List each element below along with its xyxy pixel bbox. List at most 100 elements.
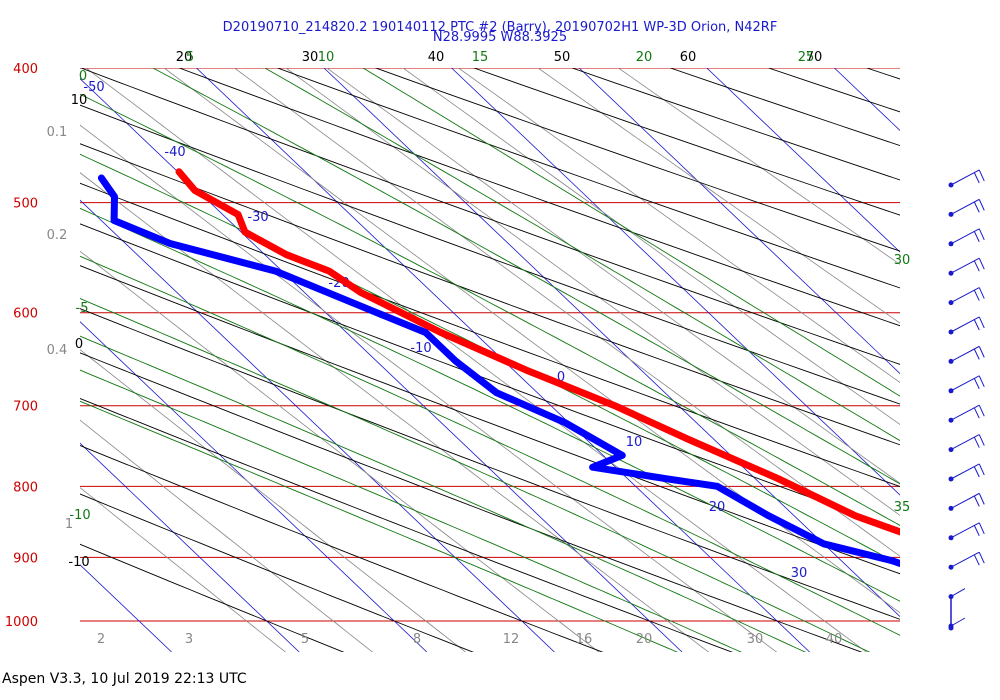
wind-barb-staff	[950, 492, 980, 509]
wind-barb-staff	[950, 617, 966, 627]
wind-barb-staff	[950, 404, 980, 421]
temperature-profile-line-top-point	[175, 168, 182, 175]
chart-subtitle: N28.9995 W88.3925	[433, 30, 567, 45]
wind-barb-flag	[978, 316, 985, 329]
mixing-ratio-line	[80, 250, 600, 652]
wind-barb	[948, 463, 985, 482]
dry-adiabat-line	[374, 68, 900, 252]
mixing-ratio-line	[80, 419, 374, 652]
wind-barb	[948, 345, 985, 364]
isotherm-line	[80, 78, 683, 652]
isotherm-label: -30	[247, 210, 268, 225]
wind-barb-flag	[973, 436, 980, 448]
mixing-ratio-side-label: 0.1	[47, 125, 68, 140]
wind-barb-staff	[950, 287, 980, 304]
moist-adiabat-label: 15	[472, 50, 489, 65]
wind-barb-flag	[978, 493, 985, 505]
wind-barb	[948, 492, 985, 511]
dry-adiabat-line	[80, 352, 863, 652]
wind-barb-staff	[950, 345, 980, 362]
dry-adiabat-side-label: -10	[68, 555, 89, 570]
dry-adiabat-line	[767, 68, 900, 113]
wind-barb-staff	[950, 434, 980, 451]
mixing-ratio-line	[457, 68, 900, 383]
mixing-ratio-line	[617, 68, 900, 265]
dry-adiabat-line	[80, 543, 345, 652]
wind-barb-staff	[950, 169, 980, 186]
wind-barb	[948, 287, 985, 306]
mixing-ratio-side-label: 1	[65, 517, 73, 532]
wind-barb	[948, 198, 985, 217]
dry-adiabat-label: 30	[302, 50, 319, 65]
mixing-ratio-label: 40	[826, 632, 843, 647]
dewpoint-profile-line-top-point	[98, 175, 105, 182]
chart-title: D20190710_214820.2 190140112 PTC #2 (Bar…	[223, 20, 778, 35]
moist-adiabat-side-label: -5	[76, 301, 89, 316]
mixing-ratio-line	[85, 68, 868, 652]
moist-adiabat-side-label: 35	[894, 500, 911, 515]
wind-barb-flag	[978, 434, 985, 446]
mixing-ratio-line	[233, 68, 900, 557]
moist-adiabat-line	[80, 335, 807, 652]
wind-barb-flag	[973, 348, 980, 360]
mixing-ratio-side-label: 0.4	[47, 343, 68, 358]
wind-barb-flag	[978, 199, 985, 211]
wind-barb-flag	[973, 231, 980, 242]
wind-barb-staff	[950, 257, 980, 274]
moist-adiabat-side-label: -10	[69, 508, 90, 523]
moist-adiabat-line	[80, 207, 900, 602]
dry-adiabat-line	[80, 143, 900, 446]
mixing-ratio-line	[163, 68, 900, 614]
wind-barb-staff	[950, 588, 966, 598]
isotherm-label: -10	[410, 341, 431, 356]
wind-barb-flag	[978, 463, 985, 476]
moist-adiabat-label: 10	[318, 50, 335, 65]
moist-adiabat-line	[80, 153, 900, 566]
mixing-ratio-label: 30	[747, 632, 764, 647]
wind-barb-flag	[973, 201, 980, 213]
dry-adiabat-line	[865, 68, 900, 80]
wind-barb-flag	[978, 346, 985, 358]
mixing-ratio-label: 12	[503, 632, 520, 647]
wind-barb-flag	[973, 172, 980, 184]
moist-adiabat-side-label: 0	[79, 69, 87, 84]
mixing-ratio-label: 5	[301, 632, 309, 647]
isotherm-label: 0	[557, 370, 565, 385]
dry-adiabat-line	[80, 265, 900, 575]
wind-barb-flag	[973, 319, 980, 331]
isotherm-line	[80, 321, 428, 652]
isotherm-line	[706, 68, 900, 253]
wind-barb-flag	[973, 289, 980, 301]
wind-barb-flag	[973, 525, 980, 536]
wind-barb-flag	[978, 287, 985, 299]
moist-adiabat-line	[80, 298, 871, 652]
isotherm-label: 10	[626, 435, 643, 450]
axis-labels: 4005006007008009001000-50-40-30-20-10010…	[5, 50, 910, 647]
pressure-label: 900	[13, 551, 38, 566]
dry-adiabat-side-label: 10	[71, 93, 88, 108]
dry-adiabat-line	[80, 397, 733, 652]
wind-barb	[948, 404, 985, 423]
dry-adiabat-line	[80, 104, 900, 405]
isotherm-label: -50	[83, 80, 104, 95]
isotherm-label: -40	[164, 145, 185, 160]
mixing-ratio-line	[80, 124, 778, 652]
mixing-ratio-label: 3	[185, 632, 193, 647]
dry-adiabat-label: 40	[428, 50, 445, 65]
isotherm-label: 20	[709, 500, 726, 515]
wind-barb	[948, 169, 985, 188]
wind-barb-flag	[978, 522, 985, 534]
moist-adiabat-line	[80, 400, 678, 652]
mixing-ratio-label: 8	[413, 632, 421, 647]
dry-adiabat-label: 60	[680, 50, 697, 65]
wind-barb-staff	[950, 198, 980, 215]
sounding-profiles	[97, 168, 900, 568]
pressure-label: 500	[13, 197, 38, 212]
wind-barb	[948, 257, 985, 276]
wind-barb-staff	[950, 551, 980, 568]
dry-adiabat-line	[80, 308, 900, 620]
dry-adiabat-line	[80, 445, 604, 652]
temperature-profile-line	[175, 168, 900, 536]
dry-adiabat-label: 20	[176, 50, 193, 65]
wind-barb-flag	[978, 404, 985, 417]
